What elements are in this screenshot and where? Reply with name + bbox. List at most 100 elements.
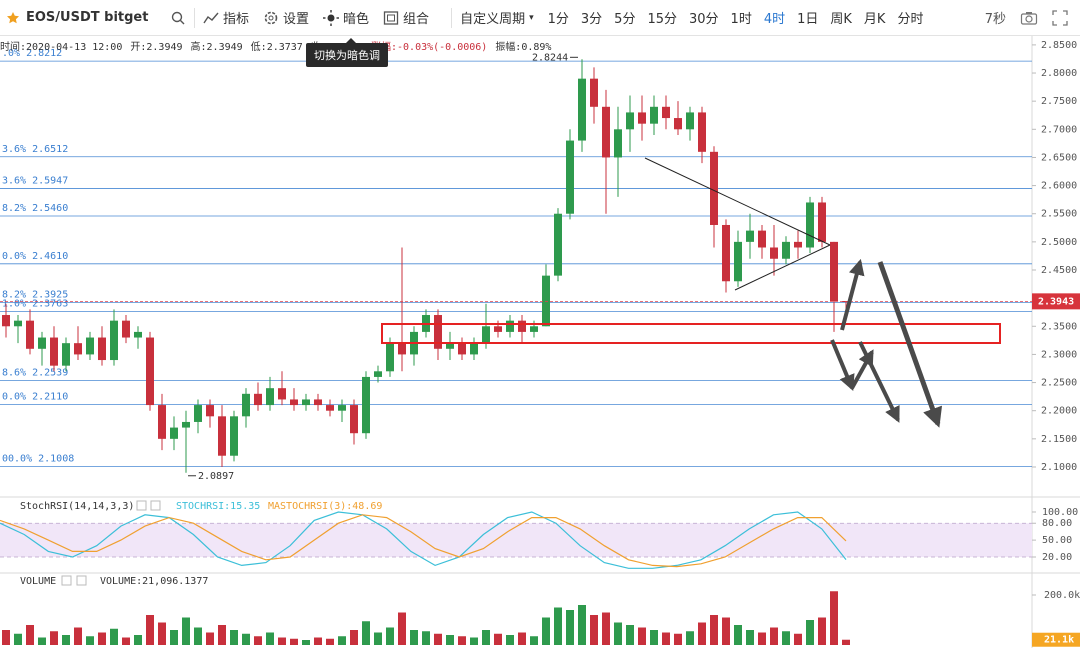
last-price-label: 2.3943 (1038, 296, 1074, 307)
volume-bar (806, 620, 814, 645)
interval[interactable]: 5分 (614, 12, 636, 27)
volume-bar (482, 630, 490, 645)
volume-bar (686, 631, 694, 645)
y-tick-label: 2.6500 (1041, 152, 1077, 163)
volume-bar (410, 630, 418, 645)
toolbar: EOS/USDT bitget 指标 设置 暗色 组合 自定义周期 ▾ 1分 3分 5… (0, 0, 1080, 36)
volume-bar (218, 625, 226, 645)
settings-button[interactable]: 设置 (263, 8, 309, 27)
y-tick-label: 2.7000 (1041, 124, 1077, 135)
volume-bar (386, 627, 394, 645)
candle-body (674, 118, 682, 130)
candle-body (350, 405, 358, 434)
candle-body (26, 320, 34, 349)
interval[interactable]: 分时 (897, 12, 924, 27)
volume-bar (362, 621, 370, 645)
icon (203, 12, 219, 23)
candle-body (98, 337, 106, 361)
volume-bar (254, 636, 262, 645)
info-item: 时间:2020-04-13 12:00 (0, 42, 123, 53)
volume-bar (398, 612, 406, 645)
fib-label: 8.2% 2.5460 (2, 203, 68, 214)
volume-bar (14, 633, 22, 645)
candle-body (590, 78, 598, 107)
dropdown-caret: ▾ (529, 12, 534, 23)
symbol[interactable]: EOS/USDT bitget (6, 10, 156, 25)
interval[interactable]: 月K (863, 12, 886, 27)
volume-bar (302, 640, 310, 645)
candle-body (206, 405, 214, 417)
volume-bar (2, 630, 10, 645)
candle-body (110, 320, 118, 361)
pane-icon (61, 575, 72, 586)
candle-body (770, 247, 778, 259)
interval[interactable]: 1日 (797, 12, 819, 27)
pane-icon (150, 500, 161, 511)
star-icon (7, 11, 19, 23)
candle-body (122, 320, 130, 338)
custom-period[interactable]: 自定义周期 ▾ (460, 8, 534, 27)
fib-label: .0% 2.8212 (2, 48, 62, 59)
candle-body (470, 343, 478, 355)
interval[interactable]: 1时 (730, 12, 752, 27)
volume-bar (290, 638, 298, 645)
candle-body (506, 320, 514, 332)
interval[interactable]: 30分 (689, 12, 719, 27)
low-label: 2.0897 (198, 471, 234, 482)
interval[interactable]: 4时 (763, 12, 786, 27)
y-tick-label: 2.2000 (1041, 406, 1077, 417)
icon (323, 9, 340, 26)
y-tick-label: 2.1500 (1041, 434, 1077, 445)
candle-body (338, 405, 346, 411)
volume-bar (38, 637, 46, 645)
volume-bar (158, 622, 166, 645)
volume-bar (26, 625, 34, 645)
volume-bar (314, 637, 322, 645)
volume-pane: 200.0k 21.1k VOLUME VOLUME:21,096.1377 (2, 575, 1080, 647)
interval[interactable]: 1分 (547, 12, 569, 27)
button-label: 暗色 (343, 12, 370, 27)
dark-button[interactable]: 暗色 (323, 8, 369, 27)
y-tick-label: 100.00 (1042, 507, 1078, 518)
volume-bar (530, 636, 538, 645)
candle-body (62, 343, 70, 366)
volume-bar (134, 635, 142, 645)
trend-line (644, 157, 831, 246)
volume-bar (554, 607, 562, 645)
fib-label: 3.6% 2.5947 (2, 176, 68, 187)
search-icon[interactable] (170, 10, 186, 26)
button-label: 设置 (283, 12, 310, 27)
fullscreen-icon[interactable] (1052, 9, 1068, 26)
volume-bar (662, 632, 670, 645)
y-tick-label: 2.5500 (1041, 209, 1077, 220)
interval[interactable]: 15分 (647, 12, 677, 27)
interval[interactable]: 3分 (580, 12, 603, 27)
y-tick-label: 2.7500 (1041, 96, 1077, 107)
volume-bar (830, 591, 838, 645)
layout-button[interactable]: 组合 (383, 8, 429, 27)
last-price-tag (1032, 293, 1080, 310)
candle-body (434, 315, 442, 349)
volume-bar (434, 633, 442, 645)
volume-bar (674, 633, 682, 645)
volume-bar (698, 622, 706, 645)
fib-label: 00.0% 2.1008 (2, 454, 74, 465)
volume-bar (602, 612, 610, 645)
candle-body (170, 427, 178, 439)
interval[interactable]: 周K (830, 12, 852, 27)
symbol-name: EOS/USDT bitget (26, 10, 149, 25)
volume-bar (326, 638, 334, 645)
candle-body (230, 416, 238, 456)
candle-body (146, 337, 154, 406)
info-item: 开:2.3949 (130, 42, 183, 53)
candle-body (722, 224, 730, 282)
y-tick-label: 2.3500 (1041, 321, 1077, 332)
indicator-button[interactable]: 指标 (203, 8, 249, 27)
countdown: 7秒 (984, 12, 1006, 27)
pane-icon (136, 500, 147, 511)
camera-icon[interactable] (1020, 10, 1038, 26)
candle-body (242, 393, 250, 417)
intervals: 1分 3分 5分 15分 30分 1时 4时 1日 周K 月K 分时 (548, 8, 936, 27)
volume-bar (626, 625, 634, 645)
volume-bar (278, 637, 286, 645)
